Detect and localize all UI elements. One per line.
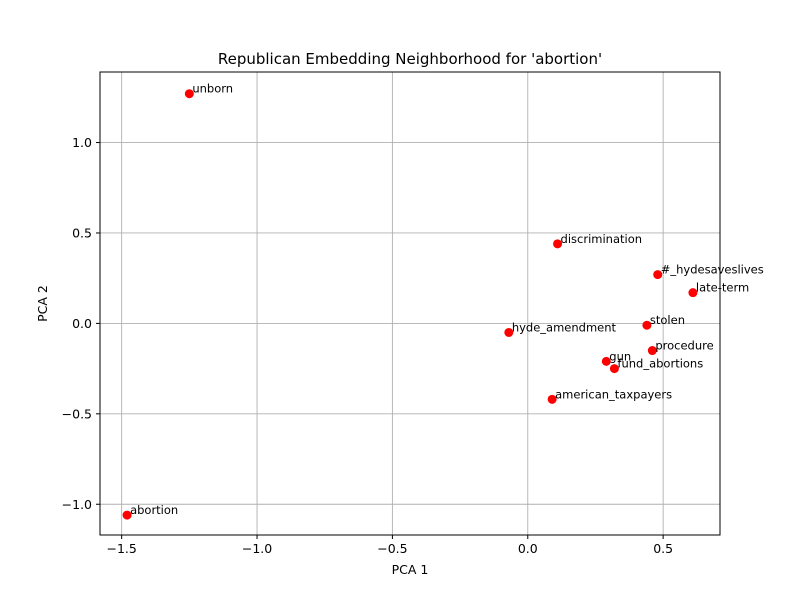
x-tick-label: −1.5 <box>106 541 136 556</box>
y-tick-label: 0.5 <box>72 225 92 240</box>
x-tick-label: 0.0 <box>518 541 538 556</box>
data-point <box>504 327 514 337</box>
data-point <box>553 239 563 249</box>
data-point <box>601 356 611 366</box>
data-point <box>653 270 663 280</box>
data-point-label: #_hydesaveslives <box>661 263 764 277</box>
data-point-label: abortion <box>130 503 178 517</box>
y-tick-label: 0.0 <box>72 316 92 331</box>
data-point-label: discrimination <box>561 232 643 246</box>
x-axis-label: PCA 1 <box>392 562 429 577</box>
x-tick-label: 0.5 <box>653 541 673 556</box>
data-point <box>609 364 619 374</box>
x-tick-label: −1.0 <box>242 541 272 556</box>
data-point-label: unborn <box>192 82 233 96</box>
y-tick-label: 1.0 <box>72 135 92 150</box>
y-tick-label: −1.0 <box>62 497 92 512</box>
data-point <box>122 510 132 520</box>
data-point-label: hyde_amendment <box>512 320 617 334</box>
data-point <box>688 288 698 298</box>
grid-lines <box>100 72 720 535</box>
data-points: unborn discrimination #_hydesavesliveslate… <box>122 82 764 520</box>
axis-ticks: −1.5 −1.0 −0.5 0.0 0.5 −1.0 −0.5 0.0 0.5 1.0 <box>62 135 673 556</box>
y-tick-label: −0.5 <box>62 406 92 421</box>
data-point-label: stolen <box>650 313 685 327</box>
data-point-label: procedure <box>655 339 713 353</box>
data-point <box>642 320 652 330</box>
chart-title: Republican Embedding Neighborhood for 'a… <box>218 50 602 68</box>
plot-frame <box>99 71 721 536</box>
data-point-label: late-term <box>696 281 749 295</box>
data-point <box>547 394 557 404</box>
y-axis-label: PCA 2 <box>35 285 50 322</box>
data-point-label: fund_abortions <box>617 357 703 371</box>
data-point-label: gun <box>609 349 631 363</box>
data-point <box>184 89 194 99</box>
x-tick-label: −0.5 <box>377 541 407 556</box>
data-point <box>647 346 657 356</box>
data-point-label: american_taxpayers <box>555 387 672 401</box>
